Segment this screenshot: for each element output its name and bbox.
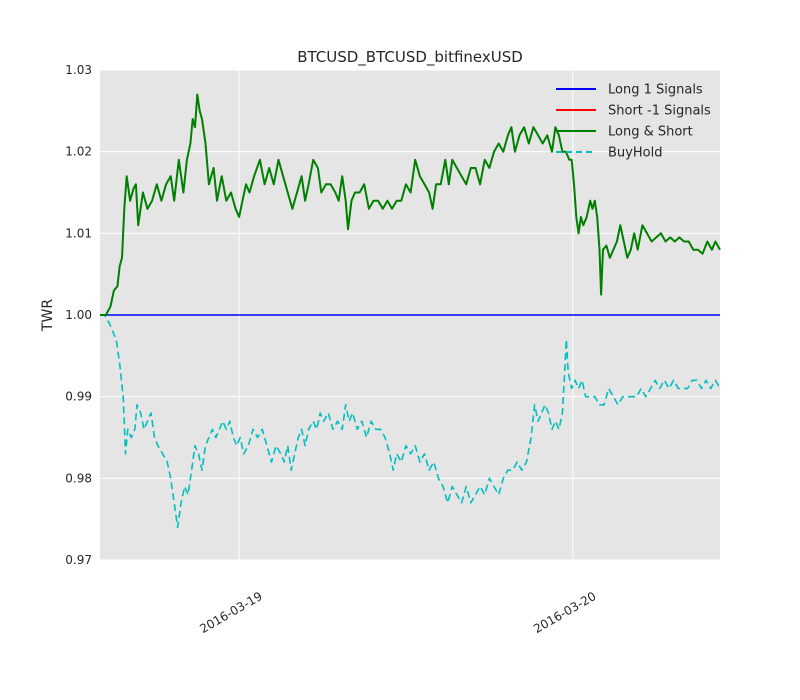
series-line-long-short [100, 93, 721, 316]
chart-title: BTCUSD_BTCUSD_bitfinexUSD [297, 48, 523, 67]
legend-label: BuyHold [608, 146, 662, 161]
x-tick-label: 2016-03-20 [531, 589, 598, 636]
series-line-buyhold [100, 314, 721, 529]
y-tick-label: 1.03 [65, 63, 92, 77]
y-axis-ticks: 0.97 0.98 0.99 1.00 1.01 1.02 1.03 [65, 63, 92, 567]
y-tick-label: 0.97 [65, 553, 92, 567]
legend: Long 1 Signals Short -1 Signals Long & Sho… [556, 83, 711, 161]
legend-label: Long & Short [608, 125, 693, 140]
y-tick-label: 0.98 [65, 471, 92, 485]
legend-label: Short -1 Signals [608, 104, 711, 119]
x-tick-label: 2016-03-19 [197, 589, 264, 636]
series-layer [100, 93, 721, 529]
y-tick-label: 0.99 [65, 390, 92, 404]
y-tick-label: 1.01 [65, 226, 92, 240]
x-axis-ticks: 2016-03-19 2016-03-20 [197, 589, 598, 636]
y-tick-label: 1.00 [65, 308, 92, 322]
y-tick-label: 1.02 [65, 145, 92, 159]
y-axis-label: TWR [40, 299, 56, 332]
legend-label: Long 1 Signals [608, 83, 703, 98]
